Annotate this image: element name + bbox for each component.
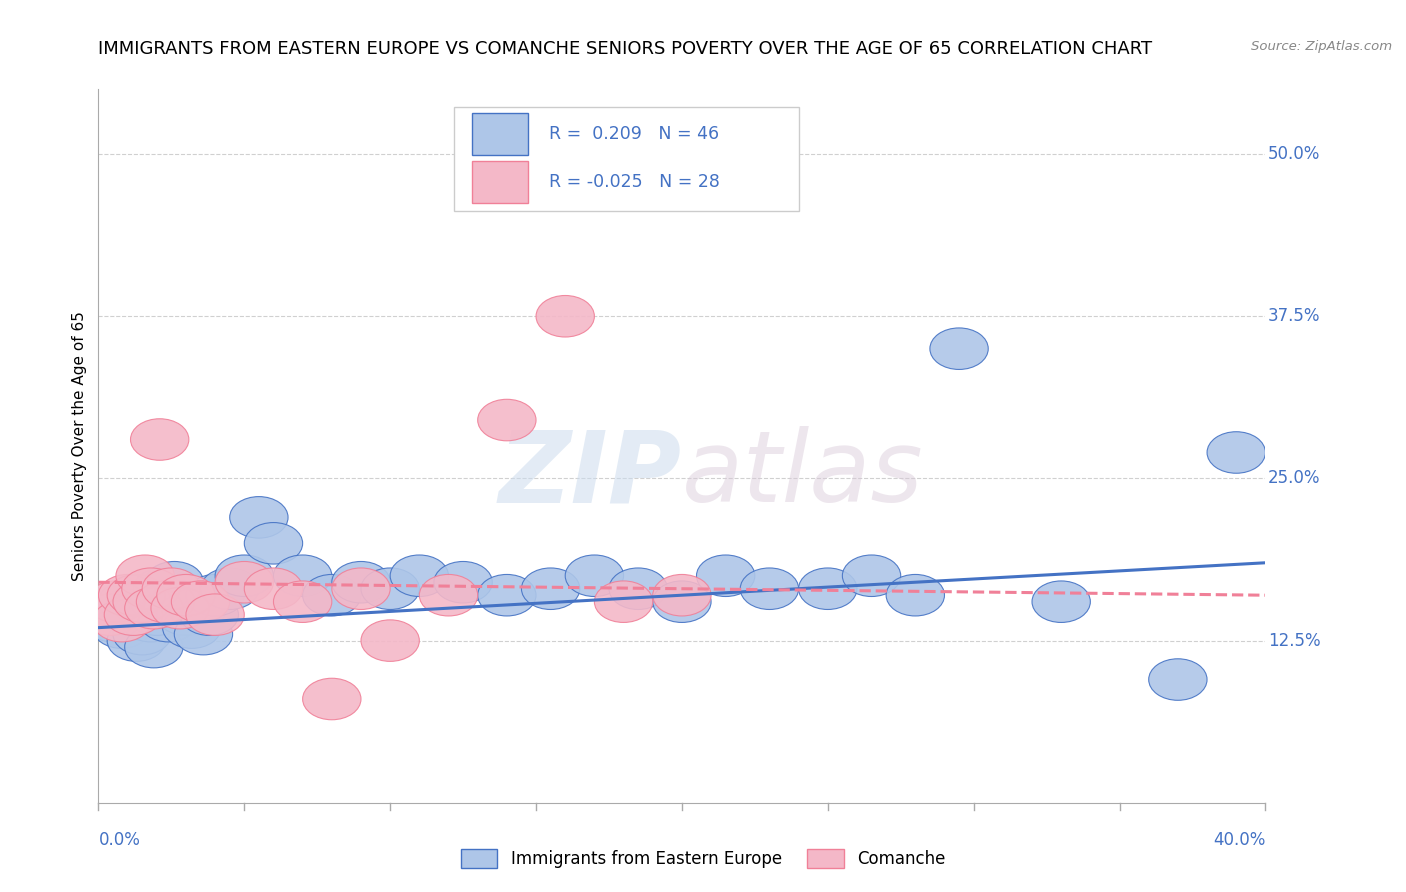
Ellipse shape [131,581,188,623]
Text: 25.0%: 25.0% [1268,469,1320,487]
Ellipse shape [104,594,163,635]
Ellipse shape [361,620,419,661]
Ellipse shape [1032,581,1091,623]
Ellipse shape [115,555,174,597]
Ellipse shape [273,581,332,623]
Ellipse shape [1206,432,1265,474]
Ellipse shape [799,568,856,609]
Legend: Immigrants from Eastern Europe, Comanche: Immigrants from Eastern Europe, Comanche [454,842,952,875]
FancyBboxPatch shape [454,107,799,211]
Ellipse shape [522,568,579,609]
Ellipse shape [98,581,157,623]
Text: 12.5%: 12.5% [1268,632,1320,649]
Text: 0.0%: 0.0% [98,831,141,849]
Ellipse shape [609,568,668,609]
Ellipse shape [122,600,180,642]
Ellipse shape [332,568,389,609]
Ellipse shape [93,600,150,642]
Text: atlas: atlas [682,426,924,523]
Text: 37.5%: 37.5% [1268,307,1320,326]
Ellipse shape [229,497,288,538]
Ellipse shape [245,523,302,564]
Text: 50.0%: 50.0% [1268,145,1320,163]
Ellipse shape [180,594,239,635]
Ellipse shape [136,581,194,623]
Ellipse shape [107,574,166,616]
Ellipse shape [145,561,204,603]
Ellipse shape [186,594,245,635]
Ellipse shape [842,555,901,597]
Ellipse shape [652,581,711,623]
Ellipse shape [169,588,226,629]
Ellipse shape [302,574,361,616]
Text: R = -0.025   N = 28: R = -0.025 N = 28 [548,173,720,191]
Ellipse shape [87,581,145,623]
Ellipse shape [163,607,221,648]
Ellipse shape [332,561,389,603]
Ellipse shape [929,328,988,369]
Ellipse shape [652,574,711,616]
Text: IMMIGRANTS FROM EASTERN EUROPE VS COMANCHE SENIORS POVERTY OVER THE AGE OF 65 CO: IMMIGRANTS FROM EASTERN EUROPE VS COMANC… [98,40,1153,58]
Ellipse shape [150,581,209,623]
FancyBboxPatch shape [472,113,527,155]
Ellipse shape [696,555,755,597]
Ellipse shape [478,574,536,616]
Ellipse shape [157,594,215,635]
Text: ZIP: ZIP [499,426,682,523]
Text: R =  0.209   N = 46: R = 0.209 N = 46 [548,125,718,143]
Ellipse shape [215,561,273,603]
FancyBboxPatch shape [472,161,527,202]
Ellipse shape [112,614,172,655]
Ellipse shape [128,594,186,635]
Ellipse shape [1149,659,1206,700]
Ellipse shape [142,568,201,609]
Ellipse shape [104,594,163,635]
Ellipse shape [245,568,302,609]
Ellipse shape [112,581,172,623]
Ellipse shape [740,568,799,609]
Ellipse shape [157,574,215,616]
Ellipse shape [107,620,166,661]
Ellipse shape [215,555,273,597]
Ellipse shape [131,418,188,460]
Ellipse shape [302,678,361,720]
Ellipse shape [186,574,245,616]
Ellipse shape [142,588,201,629]
Ellipse shape [125,588,183,629]
Ellipse shape [134,568,191,609]
Ellipse shape [174,614,232,655]
Ellipse shape [172,581,229,623]
Ellipse shape [361,568,419,609]
Ellipse shape [122,568,180,609]
Ellipse shape [82,594,139,635]
Ellipse shape [150,588,209,629]
Ellipse shape [478,400,536,441]
Ellipse shape [201,568,259,609]
Ellipse shape [419,574,478,616]
Ellipse shape [536,295,595,337]
Ellipse shape [139,600,198,642]
Ellipse shape [98,574,157,616]
Ellipse shape [115,588,174,629]
Ellipse shape [595,581,652,623]
Ellipse shape [389,555,449,597]
Ellipse shape [565,555,623,597]
Text: Source: ZipAtlas.com: Source: ZipAtlas.com [1251,40,1392,54]
Ellipse shape [125,626,183,668]
Ellipse shape [886,574,945,616]
Text: 40.0%: 40.0% [1213,831,1265,849]
Ellipse shape [84,600,142,642]
Ellipse shape [434,561,492,603]
Ellipse shape [93,607,150,648]
Y-axis label: Seniors Poverty Over the Age of 65: Seniors Poverty Over the Age of 65 [72,311,87,581]
Ellipse shape [273,555,332,597]
